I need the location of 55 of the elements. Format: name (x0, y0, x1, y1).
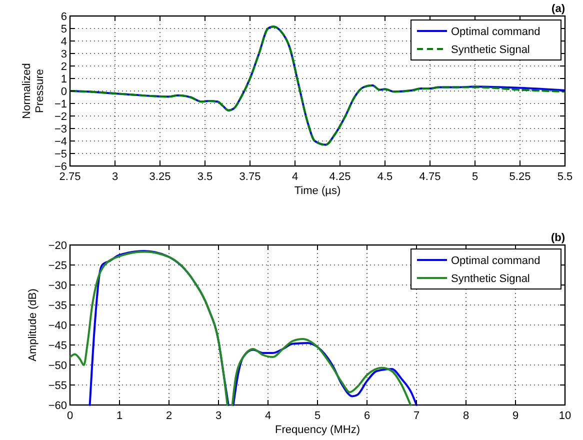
legend-label: Synthetic Signal (451, 44, 530, 56)
x-tick-label: 1 (116, 410, 123, 422)
x-tick-label: 9 (512, 410, 519, 422)
x-tick-label: 3.25 (149, 171, 171, 183)
x-tick-label: 4 (264, 410, 272, 422)
y-axis-title: Amplitude (dB) (27, 288, 39, 362)
x-tick-label: 3 (215, 410, 222, 422)
x-tick-label: 3.75 (239, 171, 261, 183)
legend-label: Synthetic Signal (451, 273, 530, 285)
x-tick-label: 4.75 (419, 171, 441, 183)
y-tick-label: −5 (54, 148, 67, 160)
x-tick-label: 3 (112, 171, 118, 183)
x-tick-label: 5.5 (557, 171, 573, 183)
y-tick-label: 2 (60, 61, 67, 73)
x-tick-label: 8 (462, 410, 470, 422)
x-tick-label: 10 (558, 410, 572, 422)
x-tick-label: 2.75 (59, 171, 81, 183)
x-tick-label: 4.5 (377, 171, 393, 183)
y-tick-label: 5 (60, 24, 67, 36)
y-tick-label: 4 (60, 36, 67, 48)
x-tick-label: 5.25 (509, 171, 531, 183)
x-tick-label: 5 (472, 171, 478, 183)
legend-label: Optimal command (451, 255, 540, 267)
y-tick-label: −2 (54, 111, 67, 123)
legend-label: Optimal command (451, 26, 540, 38)
y-tick-label: −1 (54, 98, 67, 110)
x-axis-title: Time (µs) (294, 185, 341, 197)
y-tick-label: −40 (48, 320, 67, 332)
x-tick-label: 6 (364, 410, 370, 422)
x-tick-label: 2 (166, 410, 172, 422)
y-tick-label: 6 (60, 11, 67, 23)
x-tick-label: 4 (292, 171, 298, 183)
y-tick-label: −55 (48, 380, 67, 392)
y-tick-label: −35 (48, 300, 67, 312)
y-tick-label: 3 (60, 48, 67, 60)
y-tick-label: −45 (48, 340, 67, 352)
x-tick-label: 5 (314, 410, 321, 422)
line-series (70, 26, 565, 146)
chart-title: (b) (550, 232, 566, 244)
y-tick-label: −60 (48, 400, 67, 412)
chart-title: (a) (552, 3, 566, 15)
x-tick-label: 7 (413, 410, 420, 422)
y-tick-label: −3 (54, 124, 67, 136)
y-tick-label: −4 (54, 136, 67, 148)
x-tick-label: 3.5 (197, 171, 213, 183)
y-axis-title: Normalized Pressure (21, 63, 46, 119)
y-tick-label: −50 (48, 360, 67, 372)
y-tick-label: −30 (48, 280, 67, 292)
y-tick-label: −20 (48, 240, 67, 252)
y-tick-label: −25 (48, 260, 67, 272)
y-tick-label: −6 (54, 161, 67, 173)
y-tick-label: 1 (60, 74, 67, 86)
x-axis-title: Frequency (MHz) (275, 424, 360, 436)
x-tick-label: 4.25 (329, 171, 351, 183)
y-tick-label: 0 (60, 86, 67, 98)
